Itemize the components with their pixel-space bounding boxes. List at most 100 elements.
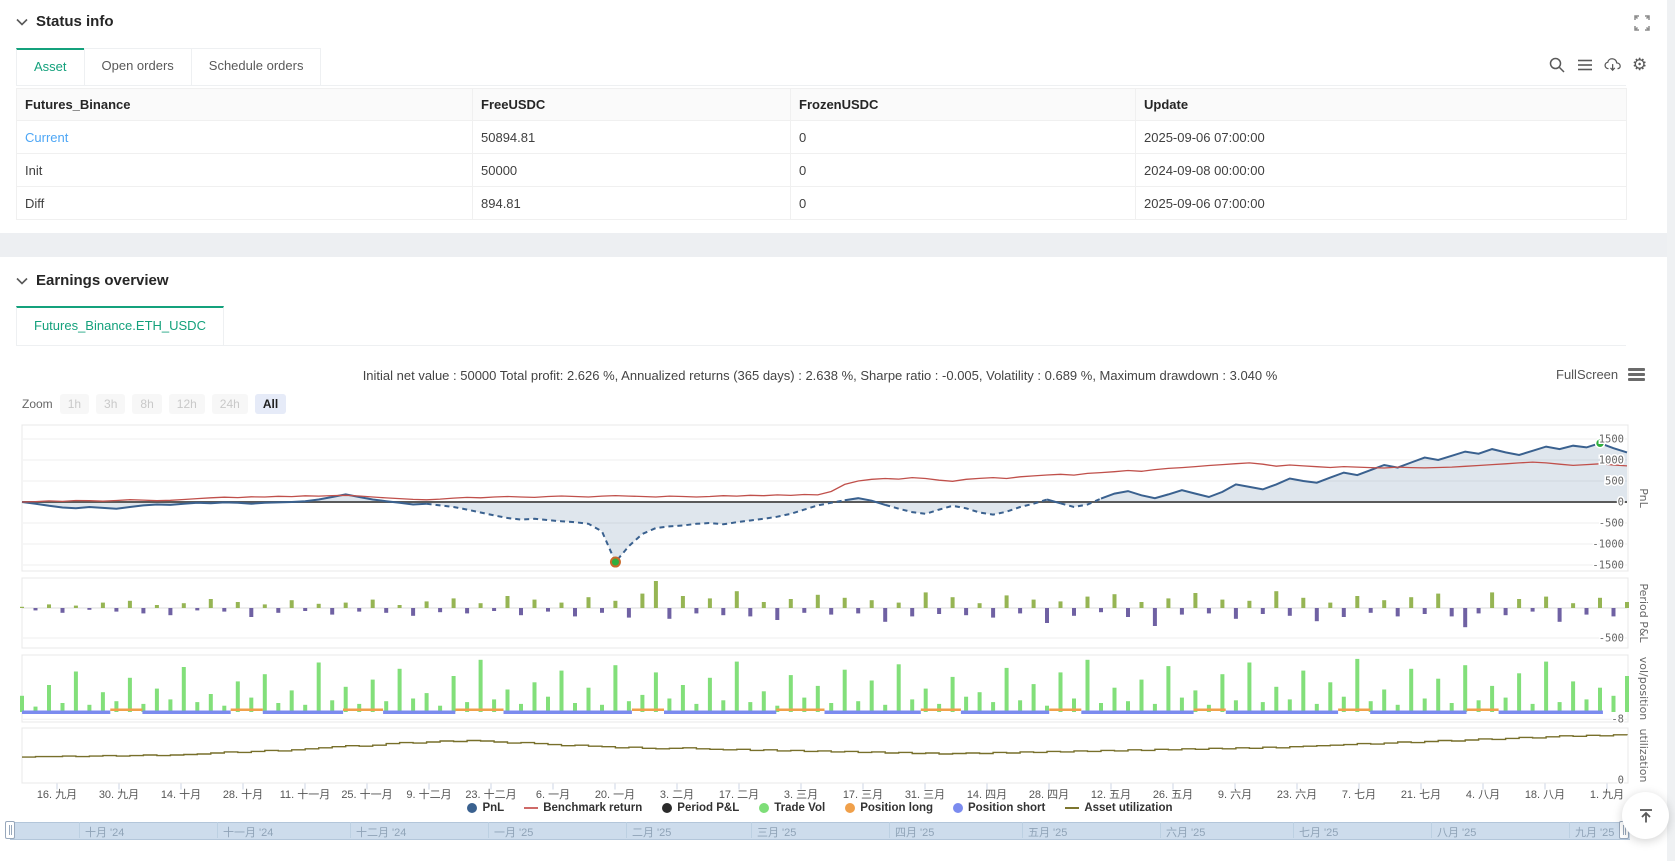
tab-asset[interactable]: Asset [16, 48, 85, 85]
current-link[interactable]: Current [25, 129, 69, 145]
x-axis-label: 23. 十二月 [465, 789, 517, 801]
vol-position-panel[interactable]: -8 vol/position [20, 654, 1650, 727]
svg-text:500: 500 [1605, 476, 1624, 488]
navigator-month-label: 三月 '25 [757, 827, 797, 839]
x-axis-label: 14. 四月 [966, 789, 1008, 801]
legend-item-position-long[interactable]: Position long [845, 802, 933, 814]
x-axis-label: 6. 一月 [535, 789, 571, 801]
current-frozen: 0 [790, 120, 1136, 154]
y-axis-title: vol/position [1637, 657, 1650, 721]
svg-text:0: 0 [1618, 775, 1624, 787]
navigator-month-label: 五月 '25 [1028, 827, 1068, 839]
utilization-panel[interactable]: 0 utilization [21, 727, 1650, 788]
svg-text:-1000: -1000 [1592, 539, 1624, 551]
x-axis-label: 11. 十一月 [279, 789, 331, 801]
x-axis-label: 17. 二月 [718, 789, 760, 801]
collapse-chevron-icon[interactable] [16, 277, 28, 285]
legend-label: Position short [968, 802, 1046, 814]
x-axis-label: 21. 七月 [1400, 789, 1442, 801]
collapse-chevron-icon[interactable] [16, 18, 28, 26]
legend-label: Period P&L [677, 802, 740, 814]
status-info-card: Status info Asset Open orders Schedule o… [0, 0, 1667, 233]
zoom-12h-button: 12h [168, 394, 205, 414]
page-scrollbar-strip[interactable] [1667, 0, 1675, 861]
y-axis-title: PnL [1637, 488, 1650, 508]
svg-text:-500: -500 [1599, 518, 1624, 530]
tab-futures-binance-eth-usdc[interactable]: Futures_Binance.ETH_USDC [16, 306, 224, 345]
legend-item-trade-vol[interactable]: Trade Vol [759, 802, 825, 814]
earnings-chart[interactable]: 150010005000-500-1000-150015001000500-50… [0, 420, 1675, 795]
svg-text:1500: 1500 [1599, 434, 1624, 446]
legend-item-position-short[interactable]: Position short [953, 802, 1045, 814]
status-info-title: Status info [36, 13, 114, 30]
pnl-panel[interactable]: 150010005000-500-1000-150015001000500-50… [21, 424, 1650, 573]
navigator-month-boundary [350, 822, 351, 838]
current-free: 50894.81 [472, 120, 791, 154]
navigator-month-label: 二月 '25 [632, 827, 672, 839]
legend-item-asset-utilization[interactable]: Asset utilization [1065, 802, 1173, 814]
navigator-month-boundary [1569, 822, 1570, 838]
legend-line-marker [1065, 806, 1080, 810]
x-axis-label: 18. 八月 [1524, 789, 1566, 801]
x-axis-label: 31. 三月 [904, 789, 946, 801]
back-to-top-button[interactable] [1622, 792, 1669, 839]
fullscreen-button[interactable]: FullScreen [1556, 367, 1619, 382]
period-pnl-panel[interactable]: -500 Period P&L [20, 577, 1650, 649]
zoom-1h-button: 1h [59, 394, 90, 414]
x-axis-label: 28. 十月 [222, 789, 264, 801]
menu-icon[interactable] [1576, 56, 1594, 74]
navigator-month-boundary [79, 822, 80, 838]
expand-icon[interactable] [1633, 14, 1651, 32]
navigator-month-label: 八月 '25 [1437, 827, 1477, 839]
legend-dot-marker [953, 803, 964, 813]
navigator-month-label: 十二月 '24 [356, 827, 407, 839]
col-update: Update [1135, 88, 1627, 121]
min-pnl-marker [609, 556, 621, 568]
navigator-month-boundary [889, 822, 890, 838]
chart-navigator[interactable] [10, 822, 1630, 840]
tab-schedule-orders[interactable]: Schedule orders [190, 48, 322, 85]
svg-text:-1500: -1500 [1592, 560, 1624, 572]
svg-text:-500: -500 [1599, 518, 1624, 530]
x-axis-label: 28. 四月 [1028, 789, 1070, 801]
navigator-labels: 十月 '24 十一月 '24 十二月 '24 一月 '25 二月 '25 三月 '25 四月… [0, 822, 1640, 839]
x-axis-label: 9. 十二月 [406, 789, 452, 801]
chart-context-menu-icon[interactable] [1628, 366, 1646, 383]
search-icon[interactable] [1548, 56, 1566, 74]
legend-item-pnl[interactable]: PnL [467, 802, 504, 814]
navigator-month-label: 一月 '25 [494, 827, 534, 839]
x-axis-label: 20. 一月 [594, 789, 636, 801]
diff-frozen: 0 [790, 186, 1136, 220]
col-futures-binance: Futures_Binance [16, 88, 473, 121]
y-axis-title: utilization [1637, 728, 1650, 782]
init-update: 2024-09-08 00:00:00 [1135, 153, 1627, 187]
legend-dot-marker [845, 803, 856, 813]
legend-item-benchmark-return[interactable]: Benchmark return [524, 802, 642, 814]
legend-item-period-p-l[interactable]: Period P&L [662, 802, 739, 814]
zoom-all-button[interactable]: All [254, 394, 287, 414]
col-frozen-usdc: FrozenUSDC [790, 88, 1136, 121]
diff-free: 894.81 [472, 186, 791, 220]
y-axis-title: Period P&L [1637, 583, 1650, 643]
navigator-month-boundary [1160, 822, 1161, 838]
navigator-left-handle[interactable] [5, 821, 15, 839]
x-axis-label: 1. 九月 [1589, 789, 1625, 801]
scroll-top-icon [1639, 808, 1652, 822]
x-axis-label: 3. 三月 [783, 789, 819, 801]
svg-text:-8: -8 [1611, 714, 1624, 726]
current-update: 2025-09-06 07:00:00 [1135, 120, 1627, 154]
svg-text:1500: 1500 [1599, 434, 1624, 446]
navigator-month-boundary [217, 822, 218, 838]
svg-text:1000: 1000 [1599, 455, 1624, 467]
legend-line-marker [524, 806, 539, 810]
zoom-label: Zoom [22, 397, 53, 411]
settings-icon[interactable]: ⚙ [1632, 55, 1648, 74]
table-row: Init 50000 0 2024-09-08 00:00:00 [16, 153, 1627, 187]
navigator-month-label: 十月 '24 [85, 827, 125, 839]
x-axis-label: 12. 五月 [1090, 789, 1132, 801]
navigator-month-boundary [1293, 822, 1294, 838]
cloud-download-icon[interactable] [1604, 56, 1622, 74]
x-axis-label: 4. 八月 [1465, 789, 1501, 801]
x-axis-label: 26. 五月 [1152, 789, 1194, 801]
tab-open-orders[interactable]: Open orders [83, 48, 192, 85]
